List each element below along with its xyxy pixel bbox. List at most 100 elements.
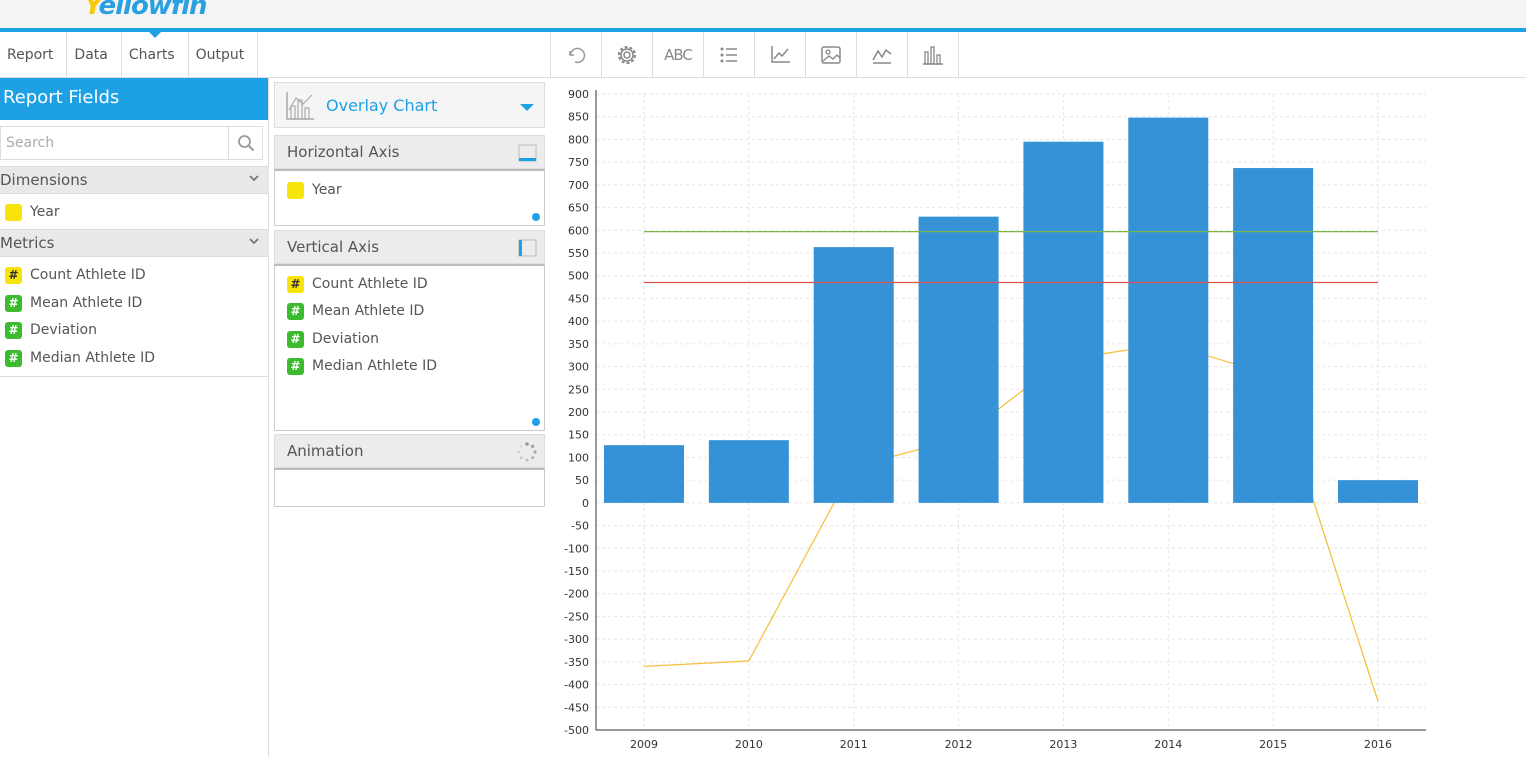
loading-spinner-icon xyxy=(517,442,537,462)
y-tick-label: -350 xyxy=(564,656,589,669)
axis-button[interactable] xyxy=(755,32,806,78)
x-tick-label: 2016 xyxy=(1364,738,1392,751)
chart-canvas: 900 850 800 750 700 650 600 550 500 450 400 350 300 2… xyxy=(551,79,1526,757)
bar-chart-icon xyxy=(923,46,943,65)
vertical-axis-icon[interactable] xyxy=(518,239,537,257)
chart-bar xyxy=(918,216,999,503)
search-input[interactable] xyxy=(1,127,227,159)
chevron-down-icon xyxy=(520,104,534,111)
y-tick-label: -100 xyxy=(564,542,589,555)
line-chart-icon xyxy=(872,48,892,64)
y-tick-label: 0 xyxy=(582,497,589,510)
text-button[interactable]: ABC xyxy=(653,32,704,78)
y-tick-label: 750 xyxy=(568,156,589,169)
metric-field-median[interactable]: # Median Athlete ID xyxy=(5,347,155,369)
metric-hash-icon: # xyxy=(287,302,304,320)
x-tick-label: 2013 xyxy=(1049,738,1077,751)
legend-button[interactable] xyxy=(704,32,755,78)
metric-hash-icon: # xyxy=(5,349,22,367)
dimensions-label: Dimensions xyxy=(0,171,88,189)
x-tick-label: 2014 xyxy=(1154,738,1182,751)
vertical-field-deviation[interactable]: # Deviation xyxy=(287,329,379,349)
chart-bar xyxy=(1023,141,1104,503)
dimension-icon xyxy=(5,203,22,221)
metric-hash-icon: # xyxy=(5,294,22,312)
y-tick-label: -150 xyxy=(564,565,589,578)
overlay-chart-icon xyxy=(286,92,314,120)
y-tick-label: 650 xyxy=(568,202,589,215)
chevron-down-icon xyxy=(249,238,259,245)
chart-bar xyxy=(1128,117,1209,503)
animation-dropzone[interactable] xyxy=(274,468,545,507)
chart-type-selector[interactable]: Overlay Chart xyxy=(274,82,545,128)
y-tick-label: -450 xyxy=(564,701,589,714)
y-tick-label: 200 xyxy=(568,406,589,419)
vertical-field-mean[interactable]: # Mean Athlete ID xyxy=(287,301,424,321)
dimension-icon xyxy=(287,181,304,199)
y-tick-label: 550 xyxy=(568,247,589,260)
x-tick-label: 2015 xyxy=(1259,738,1287,751)
horizontal-axis-icon[interactable] xyxy=(518,144,537,162)
chart-type-label: Overlay Chart xyxy=(326,96,438,115)
text-icon: ABC xyxy=(664,46,693,64)
y-tick-label: -300 xyxy=(564,633,589,646)
dimensions-section[interactable]: Dimensions xyxy=(0,166,269,194)
tab-output[interactable]: Output xyxy=(189,32,259,78)
undo-icon xyxy=(569,47,586,64)
chart-bar xyxy=(813,247,894,503)
bar-chart-button[interactable] xyxy=(908,32,959,78)
dimension-field-year[interactable]: Year xyxy=(5,201,60,223)
y-tick-label: 450 xyxy=(568,292,589,305)
metric-hash-icon: # xyxy=(287,330,304,348)
y-tick-label: 800 xyxy=(568,133,589,146)
y-tick-label: 300 xyxy=(568,361,589,374)
x-tick-label: 2009 xyxy=(630,738,658,751)
divider xyxy=(0,376,269,377)
y-tick-label: 700 xyxy=(568,179,589,192)
report-fields-panel: Report Fields Dimensions Year Metrics # … xyxy=(0,78,269,757)
vertical-field-count[interactable]: # Count Athlete ID xyxy=(287,274,428,294)
metric-field-deviation[interactable]: # Deviation xyxy=(5,319,97,341)
vertical-field-median[interactable]: # Median Athlete ID xyxy=(287,356,437,376)
horizontal-axis-dropzone[interactable]: Year xyxy=(274,169,545,226)
tab-charts[interactable]: Charts xyxy=(122,32,189,78)
line-chart-button[interactable] xyxy=(857,32,908,78)
y-tick-label: -500 xyxy=(564,724,589,737)
metric-field-count[interactable]: # Count Athlete ID xyxy=(5,264,146,286)
x-tick-label: 2012 xyxy=(945,738,973,751)
y-tick-label: 900 xyxy=(568,88,589,101)
metrics-section[interactable]: Metrics xyxy=(0,229,269,257)
search-button[interactable] xyxy=(228,127,262,159)
horizontal-field-year[interactable]: Year xyxy=(287,180,342,200)
chart-toolbar: ABC xyxy=(550,32,1526,78)
vertical-axis-dropzone[interactable]: # Count Athlete ID # Mean Athlete ID # D… xyxy=(274,264,545,431)
horizontal-axis-header: Horizontal Axis xyxy=(274,135,545,169)
tab-data[interactable]: Data xyxy=(67,32,122,78)
image-button[interactable] xyxy=(806,32,857,78)
metric-hash-icon: # xyxy=(287,275,304,293)
x-tick-label: 2011 xyxy=(840,738,868,751)
report-fields-header: Report Fields xyxy=(0,78,268,120)
search-icon xyxy=(237,135,254,152)
y-tick-label: -200 xyxy=(564,588,589,601)
yellowfin-logo[interactable]: Yellowfin xyxy=(84,0,208,21)
resize-handle[interactable] xyxy=(532,418,540,426)
overlay-chart: 9008508007507006506005505004504003503002… xyxy=(564,88,1426,751)
chevron-down-icon xyxy=(249,175,259,182)
undo-button[interactable] xyxy=(551,32,602,78)
tab-report[interactable]: Report xyxy=(0,32,68,78)
chart-bar xyxy=(1233,168,1314,503)
metric-field-mean[interactable]: # Mean Athlete ID xyxy=(5,292,142,314)
resize-handle[interactable] xyxy=(532,213,540,221)
x-tick-label: 2010 xyxy=(735,738,763,751)
chart-bar xyxy=(604,445,684,503)
y-tick-label: 350 xyxy=(568,338,589,351)
y-tick-label: 850 xyxy=(568,111,589,124)
image-icon xyxy=(821,46,841,64)
top-bar: Yellowfin xyxy=(0,0,1526,28)
list-icon xyxy=(720,47,737,63)
metric-hash-icon: # xyxy=(5,321,22,339)
settings-button[interactable] xyxy=(602,32,653,78)
y-tick-label: 400 xyxy=(568,315,589,328)
y-tick-label: 600 xyxy=(568,224,589,237)
